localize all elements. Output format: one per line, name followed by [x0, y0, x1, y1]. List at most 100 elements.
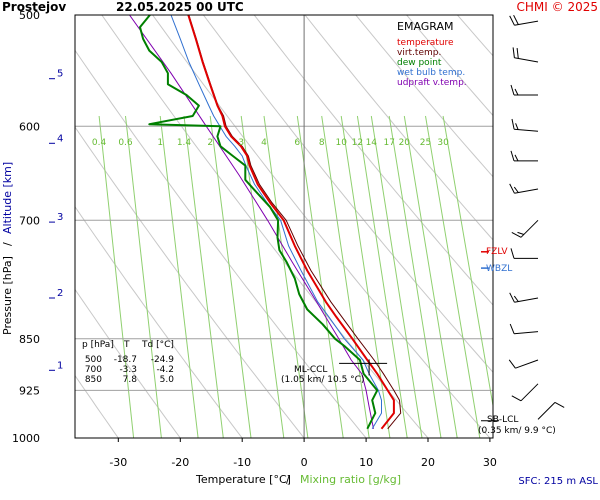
wind-barb	[511, 383, 539, 402]
wind-barb	[510, 248, 538, 259]
x-tick-label: -20	[171, 456, 189, 469]
annotation-layer	[339, 251, 499, 422]
mixing-ratio-line	[125, 115, 162, 438]
mixing-ratio-label: 30	[437, 138, 449, 148]
wind-barb-feather	[511, 118, 515, 130]
table-cell: -3.3	[119, 365, 137, 375]
mixing-ratio-label: 2	[207, 138, 213, 148]
mixing-ratio-label: 0.4	[92, 138, 107, 148]
mixing-ratio-line	[388, 115, 442, 438]
ml-ccl-label: ML-CCL	[294, 365, 327, 375]
wind-barb-staff	[514, 57, 539, 63]
chart-title: EMAGRAM	[397, 20, 454, 33]
wind-barb-feather	[509, 15, 515, 26]
table-header-td: Td [°C]	[141, 340, 174, 350]
table-cell: -4.2	[156, 365, 174, 375]
sb-lcl-value: (0.35 km/ 9.9 °C)	[478, 426, 556, 436]
pressure-tick-label: 600	[19, 120, 40, 133]
pressure-tick-label: 925	[19, 384, 40, 397]
wind-barb-staff	[515, 359, 539, 369]
x-tick-label: -10	[233, 456, 251, 469]
wind-barb	[510, 84, 538, 96]
wbzl-label: WBZL	[486, 264, 512, 274]
mixing-ratio-line	[209, 115, 252, 438]
dew-point-profile-line	[139, 15, 379, 430]
y-axis-title: Pressure [hPa] / Altitude [km]	[1, 162, 14, 335]
wind-barb	[509, 183, 539, 194]
wind-barb-staff	[537, 402, 556, 420]
mixing-ratio-label: 6	[294, 138, 300, 148]
x-axis-title-mixing: Mixing ratio [g/kg]	[300, 473, 401, 486]
y-axis-title-alt: Altitude [km]	[1, 162, 14, 234]
wind-barb-feather	[516, 48, 519, 59]
wind-barb-feather	[513, 186, 519, 193]
mixing-ratio-line	[442, 115, 493, 409]
mixing-ratio-labels: 0.4 0.6 1 1.4 2 3 4 6 8 10 12 14 17 20 25 30	[92, 138, 449, 148]
mixing-ratio-lines	[98, 115, 493, 438]
mixing-ratio-line	[159, 115, 199, 438]
mixing-ratio-line	[340, 115, 391, 438]
x-tick-label: 0	[301, 456, 308, 469]
dry-adiabat-line	[75, 374, 119, 438]
altitude-tick-label: 4	[57, 133, 63, 144]
table-cell: 7.8	[123, 375, 138, 385]
mixing-ratio-line	[356, 115, 408, 438]
wind-barb-staff	[514, 20, 539, 26]
wind-barb-feather	[517, 231, 525, 235]
mixing-ratio-label: 1	[157, 138, 163, 148]
sfc-info: SFC: 215 m ASL	[518, 476, 598, 487]
pressure-tick-label: 500	[19, 9, 40, 22]
dry-adiabat-line	[152, 15, 491, 438]
table-cell: 850	[85, 375, 102, 385]
wind-barb-feather	[515, 123, 519, 130]
mixing-ratio-label: 0.6	[118, 138, 133, 148]
x-axis-title-main: Temperature [°C]	[195, 473, 291, 486]
table-cell: -18.7	[114, 355, 137, 365]
altitude-tick-label: 1	[57, 360, 63, 371]
wind-barb-feather	[514, 154, 519, 162]
wind-barb-feather	[509, 183, 515, 194]
wind-barb-feather	[513, 14, 519, 25]
legend: EMAGRAM temperature virt.temp. dew point…	[397, 20, 467, 88]
wind-barb	[510, 150, 538, 162]
mixing-ratio-line	[321, 115, 370, 438]
wind-barb	[509, 323, 539, 335]
legend-item-temperature: temperature	[397, 38, 454, 48]
wind-barb	[509, 292, 539, 303]
wind-barb-feather	[508, 359, 516, 369]
temperature-profile-line	[187, 15, 395, 430]
pressure-tick-label: 1000	[12, 432, 40, 445]
x-tick-label: 30	[483, 456, 497, 469]
mixing-ratio-line	[183, 115, 224, 438]
mixing-ratio-label: 12	[352, 138, 363, 148]
wind-barb-staff	[514, 188, 539, 194]
wind-barb	[512, 47, 539, 63]
dry-adiabat-line	[75, 288, 181, 438]
mixing-ratio-label: 3	[238, 138, 244, 148]
mixing-ratio-label: 17	[383, 138, 394, 148]
sb-lcl-annotation: SB-LCL (0.35 km/ 9.9 °C)	[478, 415, 556, 436]
wind-barb-feather	[510, 84, 515, 96]
y-axis-title-main: Pressure [hPa]	[1, 256, 14, 335]
mixing-ratio-label: 20	[399, 138, 411, 148]
wind-barb-feather	[512, 47, 515, 58]
x-axis-title-sep: /	[286, 473, 290, 486]
legend-item-wet-bulb: wet bulb temp.	[397, 68, 465, 78]
altitude-tick-label: 5	[57, 69, 63, 80]
wind-barbs	[508, 14, 565, 420]
wind-barb-feather	[509, 292, 515, 303]
dry-adiabat-line	[75, 126, 305, 438]
credit-text: CHMI © 2025	[517, 0, 598, 14]
mixing-ratio-line	[98, 115, 135, 438]
fzlv-label: FZLV	[486, 247, 508, 257]
table-cell: -24.9	[151, 355, 175, 365]
pressure-tick-label: 850	[19, 333, 40, 346]
dry-adiabat-line	[203, 15, 493, 373]
mixing-ratio-label: 8	[319, 138, 325, 148]
datetime-title: 22.05.2025 00 UTC	[116, 0, 244, 14]
mixing-ratio-label: 14	[366, 138, 378, 148]
mixing-ratio-label: 1.4	[177, 138, 192, 148]
dry-adiabat-line	[75, 49, 367, 438]
